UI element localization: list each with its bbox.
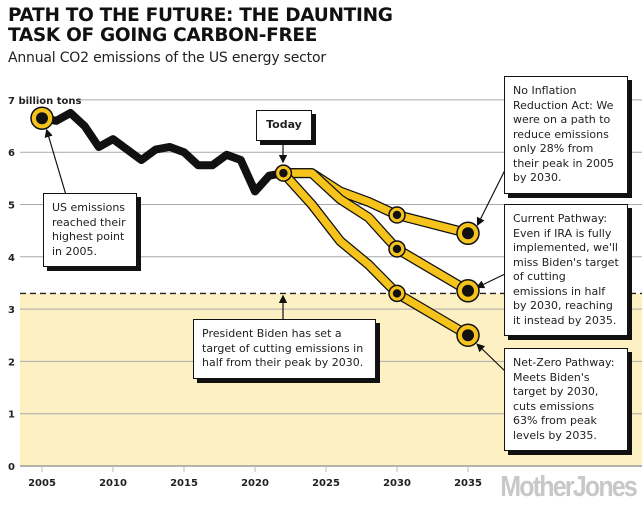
y-tick-label: 7 billion tons <box>8 96 82 107</box>
y-tick-label: 4 <box>8 253 15 264</box>
data-point-center <box>462 329 474 342</box>
data-point-center <box>36 112 48 125</box>
x-tick-label: 2020 <box>241 478 269 489</box>
callout-no-ira: No Inflation Reduction Act: We were on a… <box>504 76 628 194</box>
no-ira-leader-line <box>476 169 506 227</box>
data-point-center <box>462 284 474 297</box>
chart-title-line1: PATH TO THE FUTURE: THE DAUNTING <box>8 5 393 26</box>
callout-net-zero-text: Net-Zero Pathway: Meets Biden's target b… <box>513 356 615 442</box>
callout-current-text: Current Pathway: Even if IRA is fully im… <box>513 212 619 327</box>
x-tick-label: 2035 <box>454 478 482 489</box>
callout-target-text: President Biden has set a target of cutt… <box>202 327 364 369</box>
series-line-net-zero-pathway <box>279 169 472 339</box>
series-line-current-pathway <box>279 169 472 295</box>
series-layer <box>38 108 473 341</box>
callout-net-zero: Net-Zero Pathway: Meets Biden's target b… <box>504 348 628 451</box>
callout-target: President Biden has set a target of cutt… <box>193 319 376 379</box>
x-tick-label: 2025 <box>312 478 340 489</box>
chart-subtitle: Annual CO2 emissions of the US energy se… <box>8 50 326 66</box>
callout-peak: US emissions reached their highest point… <box>43 193 137 267</box>
chart-title-line2: TASK OF GOING CARBON-FREE <box>8 25 318 46</box>
y-tick-label: 1 <box>8 410 15 421</box>
data-point-center <box>392 244 402 254</box>
y-tick-label: 3 <box>8 305 15 316</box>
data-point-center <box>392 210 402 220</box>
y-tick-label: 0 <box>8 462 15 473</box>
data-point-center <box>462 227 474 240</box>
leader-lines-layer <box>44 128 509 375</box>
peak-leader-line <box>44 128 67 196</box>
mother-jones-logo: MotherJones <box>500 470 638 503</box>
current-leader-line <box>475 273 506 289</box>
x-tick-label: 2005 <box>28 478 56 489</box>
data-point-center <box>392 289 402 298</box>
series-line-historical <box>38 108 288 196</box>
net-zero-leader-line <box>476 343 509 375</box>
x-tick-label: 2010 <box>99 478 127 489</box>
callout-no-ira-text: No Inflation Reduction Act: We were on a… <box>513 84 615 184</box>
callout-current-pathway: Current Pathway: Even if IRA is fully im… <box>504 204 628 336</box>
axis-layer: 0 1 2 3 4 5 6 7 billion tons 2005 2010 2015 2020 202… <box>8 96 642 489</box>
callout-today-text: Today <box>266 118 302 131</box>
points-layer <box>30 106 480 347</box>
y-tick-label: 2 <box>8 357 15 368</box>
x-tick-label: 2015 <box>170 478 198 489</box>
y-tick-label: 5 <box>8 201 15 212</box>
x-tick-label: 2030 <box>383 478 411 489</box>
y-tick-label: 6 <box>8 148 15 159</box>
data-point-center <box>279 168 288 178</box>
callout-today: Today <box>256 110 312 141</box>
callout-peak-text: US emissions reached their highest point… <box>52 201 126 258</box>
chart-title: PATH TO THE FUTURE: THE DAUNTING TASK OF… <box>8 6 393 46</box>
